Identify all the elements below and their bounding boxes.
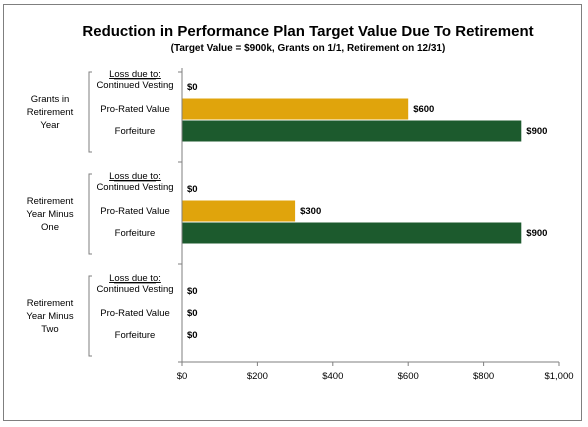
data-label: $900: [526, 228, 547, 239]
category-label: Continued Vesting: [96, 80, 173, 91]
group-name-line: Retirement: [27, 298, 74, 309]
category-label: Forfeiture: [115, 228, 156, 239]
group-name-line: Grants in: [31, 94, 70, 105]
category-label: Continued Vesting: [96, 182, 173, 193]
x-tick-label: $200: [247, 371, 268, 382]
data-labels: $0 $600 $900 $0 $300 $900 $0 $0 $0: [187, 82, 547, 341]
x-tick-label: $1,000: [544, 371, 573, 382]
bar: [182, 200, 296, 222]
group-name-line: One: [41, 222, 59, 233]
bars: [182, 98, 522, 244]
group-bracket: [88, 173, 92, 255]
group-name-line: Year Minus: [26, 209, 73, 220]
data-label: $600: [413, 104, 434, 115]
group-bracket: [88, 275, 92, 357]
loss-header: Loss due to:: [109, 273, 161, 284]
category-label: Pro-Rated Value: [100, 206, 170, 217]
x-tick-label: $600: [398, 371, 419, 382]
data-label: $0: [187, 82, 198, 93]
loss-header: Loss due to:: [109, 171, 161, 182]
group-name-line: Retirement: [27, 107, 74, 118]
x-tick-label: $400: [322, 371, 343, 382]
x-tick-label: $800: [473, 371, 494, 382]
category-label: Continued Vesting: [96, 284, 173, 295]
group-name-line: Retirement: [27, 196, 74, 207]
category-label: Pro-Rated Value: [100, 104, 170, 115]
bar: [182, 120, 522, 142]
group-name-line: Year: [40, 120, 59, 131]
data-label: $0: [187, 184, 198, 195]
chart-title: Reduction in Performance Plan Target Val…: [82, 23, 533, 40]
group-bracket: [88, 71, 92, 153]
category-label: Forfeiture: [115, 126, 156, 137]
chart-subtitle: (Target Value = $900k, Grants on 1/1, Re…: [171, 43, 446, 54]
group-name-line: Year Minus: [26, 311, 73, 322]
data-label: $0: [187, 308, 198, 319]
category-label: Forfeiture: [115, 330, 156, 341]
bar: [182, 98, 409, 120]
data-label: $0: [187, 330, 198, 341]
x-axis: $0 $200 $400 $600 $800 $1,000: [177, 68, 574, 382]
data-label: $300: [300, 206, 321, 217]
data-label: $900: [526, 126, 547, 137]
category-label: Pro-Rated Value: [100, 308, 170, 319]
loss-header: Loss due to:: [109, 69, 161, 80]
bar: [182, 222, 522, 244]
group-name-line: Two: [41, 324, 58, 335]
group-brackets: [88, 71, 92, 357]
data-label: $0: [187, 286, 198, 297]
x-tick-label: $0: [177, 371, 188, 382]
